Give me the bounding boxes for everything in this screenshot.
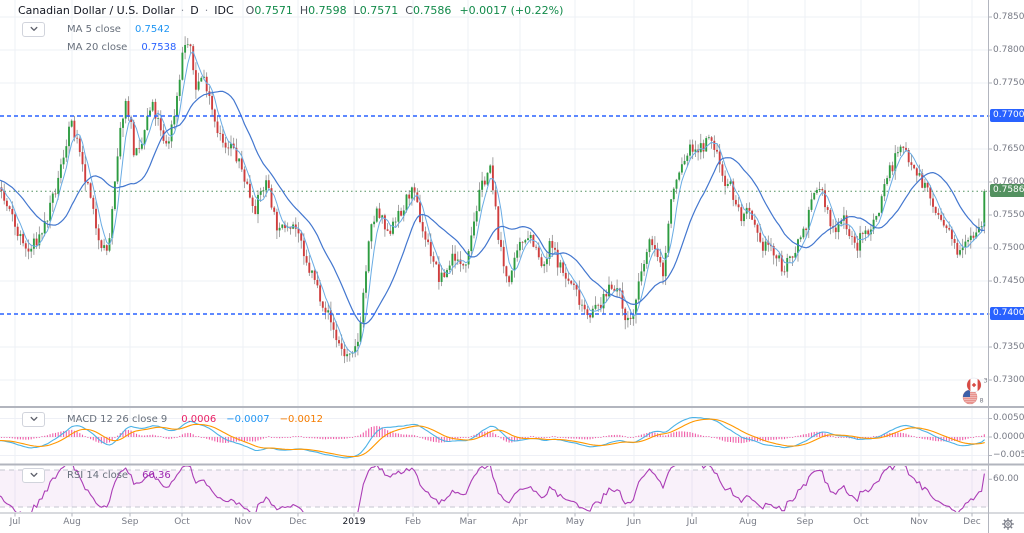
time-axis-label: Nov [234,517,252,527]
price-axis-label: 0.7750 [993,77,1024,88]
time-axis-label: Apr [512,517,528,527]
rsi-line [0,466,985,512]
rsi-value: 60.36 [142,469,171,481]
symbol-title[interactable]: Canadian Dollar / U.S. Dollar [18,4,175,17]
time-axis-label: Oct [174,517,190,527]
time-axis-label: 2019 [342,517,366,527]
ma20-value: 0.7538 [141,41,177,53]
macd-line-value: −0.0007 [226,413,270,425]
time-axis-label: Oct [853,517,869,527]
macd-label: MACD 12 26 close 9 [67,413,168,425]
macd-axis-label: 0.0050 [993,413,1024,423]
ohlc-item: H0.7598 [299,4,347,17]
ma20-line [0,90,985,325]
price-axis-label: 0.7600 [993,176,1024,187]
time-axis-label: Jul [9,517,21,527]
time-axis-label: Jun [626,517,642,527]
macd-axis-label: −0.0050 [993,450,1024,460]
ma5-value: 0.7542 [134,23,170,35]
legend-collapse-button[interactable] [22,21,45,37]
macd-legend-row[interactable]: MACD 12 26 close 9 0.0006 −0.0007 −0.001… [22,411,323,427]
gear-icon [1002,517,1014,530]
rsi-axis-label: 60.00 [993,473,1019,484]
price-badge: 0.7400 [990,307,1024,320]
rsi-collapse-button[interactable] [22,467,45,483]
rsi-legend-row[interactable]: RSI 14 close 60.36 [22,467,171,483]
time-axis-label: Aug [739,517,757,527]
time-axis-label: Jul [686,517,698,527]
macd-signal-value: −0.0012 [279,413,324,425]
ohlc-item: L0.7571 [353,4,399,17]
price-axis-label: 0.7850 [993,11,1024,22]
macd-collapse-button[interactable] [22,411,45,427]
change-value: +0.0017 (+0.22%) [459,4,564,17]
ma20-label: MA 20 close [67,41,128,53]
price-axis-label: 0.7350 [993,341,1024,352]
chevron-down-icon [30,26,37,31]
ma20-legend-row[interactable]: MA 20 close 0.7538 [67,39,176,55]
symbol-header: Canadian Dollar / U.S. Dollar · D · IDC … [18,4,563,17]
ma-legend-row[interactable]: MA 5 close 0.7542 [22,21,170,37]
separator-dot: · [204,4,209,17]
macd-hist-value: 0.0006 [181,413,217,425]
ohlc-item: O0.7571 [245,4,293,17]
time-axis-label: Sep [796,517,814,527]
price-axis[interactable]: 0.7850 0.7800 0.7750 0.7700 0.7650 0.7600 0.75… [989,0,1024,513]
macd-signal-line [0,418,985,458]
macd-line [0,416,985,459]
time-axis-label: Aug [63,517,81,527]
rsi-label: RSI 14 close [67,469,129,481]
ma5-line [0,51,985,354]
ohlc-values: O0.7571 H0.7598 L0.7571 C0.7586 [246,4,452,17]
ma5-label: MA 5 close [67,23,121,35]
time-axis-label: May [565,517,585,527]
time-axis-label: Sep [121,517,139,527]
pair-logo-badge-bottom: 8 [980,397,984,405]
price-axis-label: 0.7550 [993,209,1024,220]
price-badge: 0.7700 [990,109,1024,122]
gridlines [0,0,988,512]
time-axis-label: Mar [459,517,477,527]
chevron-down-icon [30,416,37,421]
time-axis-label: Dec [289,517,307,527]
pair-logo-badge-top: 3 [984,377,988,385]
price-axis-label: 0.7800 [993,44,1024,55]
separator-dot: · [180,4,185,17]
time-axis-label: Nov [910,517,928,527]
pair-logo: 38 [962,377,988,405]
axis-settings-button[interactable] [998,516,1018,531]
ohlc-item: C0.7586 [405,4,452,17]
price-axis-label: 0.7450 [993,275,1024,286]
time-axis-label: Feb [405,517,421,527]
timeframe-label[interactable]: D [190,4,199,17]
price-axis-label: 0.7650 [993,143,1024,154]
exchange-label: IDC [214,4,234,17]
time-axis-label: Dec [963,517,981,527]
price-axis-label: 0.7300 [993,374,1024,385]
time-axis[interactable]: Jul Aug Sep Oct Nov Dec 2019 Feb Mar Apr May Jun Jul… [0,514,988,533]
price-axis-label: 0.7500 [993,242,1024,253]
chevron-down-icon [30,472,37,477]
price-badge: 0.7586 [990,184,1024,198]
rsi-layer [0,466,985,512]
macd-axis-label: 0.0000 [993,431,1024,442]
candles-layer [0,36,986,364]
macd-layer [0,416,985,459]
